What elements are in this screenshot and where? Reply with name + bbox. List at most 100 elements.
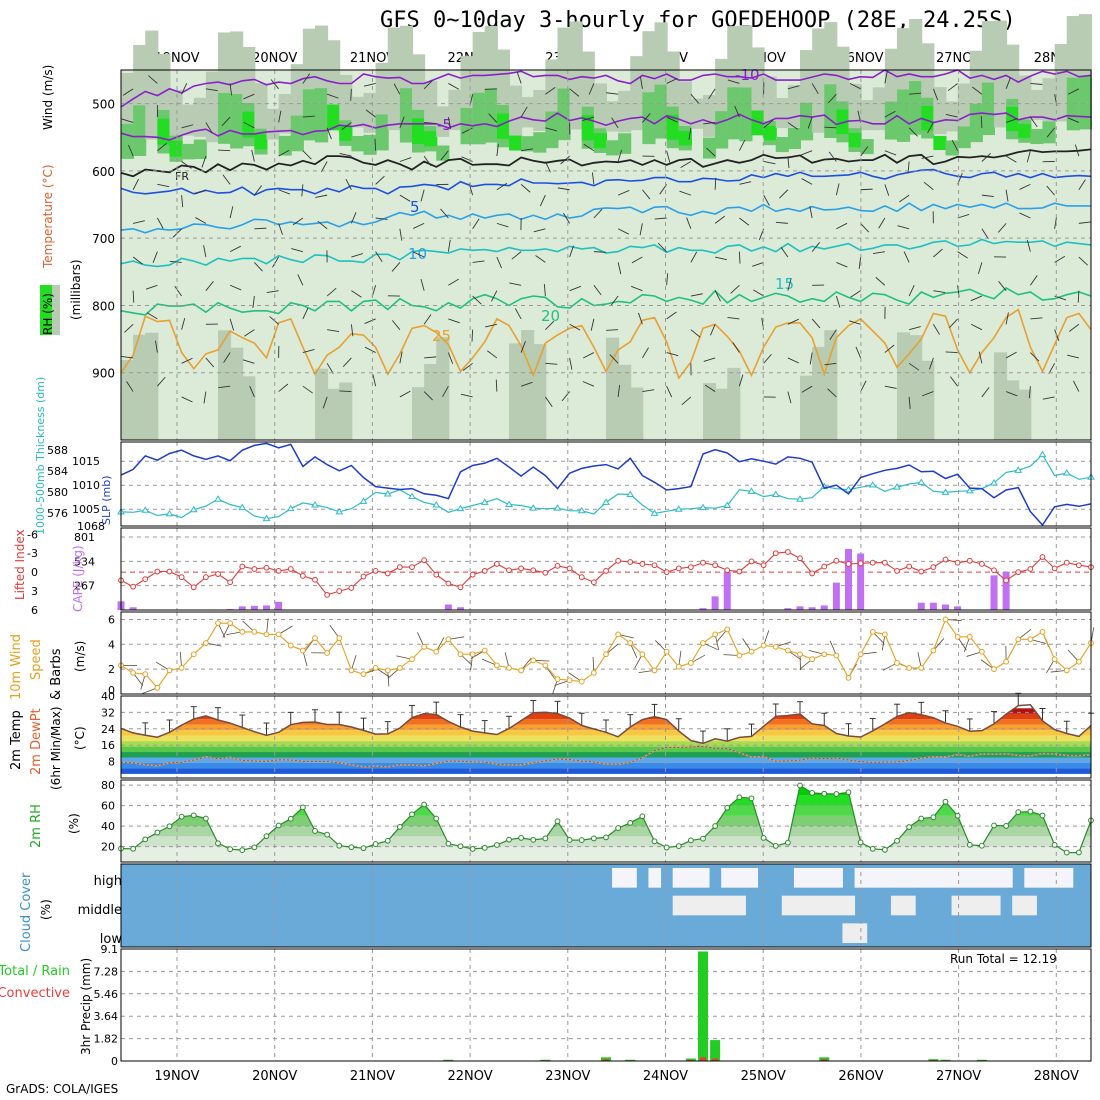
cloud-cell-high xyxy=(830,868,843,888)
rh2m-point xyxy=(457,843,464,850)
wind-axis-label: Wind (m/s) xyxy=(41,65,55,130)
lifted-index-point xyxy=(542,569,549,576)
cloud-cell-high xyxy=(1024,868,1037,888)
wind-barb xyxy=(350,88,352,101)
wind10-axis-label: & Barbs xyxy=(49,648,64,700)
thickness-point xyxy=(699,503,707,511)
wind-barb xyxy=(152,251,158,264)
wind-barb xyxy=(860,146,869,157)
slp-line xyxy=(120,442,1092,527)
wind-barb xyxy=(980,115,983,128)
lifted-index-point xyxy=(202,574,209,581)
wind-barb xyxy=(341,122,352,131)
rh-patch xyxy=(533,89,547,131)
wind10-speed-point xyxy=(603,651,609,658)
rh2m-point xyxy=(299,804,306,811)
wind-barb xyxy=(970,295,983,302)
cape-bar xyxy=(275,601,283,610)
wind-barb xyxy=(413,251,425,258)
wind10-speed-point xyxy=(178,665,185,671)
thickness-point xyxy=(893,483,901,490)
rh-patch xyxy=(254,83,268,135)
wind-barb xyxy=(420,278,425,291)
rh-patch xyxy=(787,127,801,149)
wind-barb xyxy=(927,122,934,134)
lifted-index-point xyxy=(869,559,876,566)
rh2m-point xyxy=(433,815,440,822)
cape-bar xyxy=(129,607,137,610)
wind10-speed-point xyxy=(518,667,525,674)
wind10-speed-point xyxy=(130,669,137,676)
rh2m-point xyxy=(530,836,537,843)
cape-bar xyxy=(917,602,925,610)
wind-barb xyxy=(569,323,581,331)
rh-patch xyxy=(1018,124,1032,139)
precip-total-bar xyxy=(698,951,708,1061)
date-label-bottom: 21NOV xyxy=(350,1069,395,1084)
cloud-cell-middle xyxy=(793,895,807,916)
lifted-index-point xyxy=(833,557,840,564)
cloud-cell-high xyxy=(927,868,940,888)
thickness-point xyxy=(1038,450,1047,458)
wind-barb xyxy=(447,352,454,364)
wind-barb xyxy=(1030,83,1043,85)
wind-barb xyxy=(1005,351,1017,359)
wind-barb xyxy=(1026,239,1031,252)
wind-barb xyxy=(317,220,328,230)
cape-bar xyxy=(929,602,937,610)
cloud-cell-middle xyxy=(696,895,710,916)
wind10-speed-point xyxy=(881,631,888,638)
cloud-cell-high xyxy=(733,868,746,888)
wind10-speed-point xyxy=(263,631,270,638)
rh-patch xyxy=(521,330,535,440)
precip-convective-bar xyxy=(700,1057,706,1061)
thickness-point xyxy=(383,490,392,497)
wind-barb xyxy=(424,356,437,359)
rh-patch xyxy=(230,347,244,440)
wind-barb xyxy=(1077,290,1080,303)
lifted-index-point xyxy=(372,567,379,574)
wind-barb xyxy=(827,388,837,398)
cloud-cell-high xyxy=(818,868,831,888)
lifted-index-point xyxy=(724,567,731,574)
wind-barb xyxy=(857,110,862,123)
wind-barb xyxy=(878,217,886,229)
wind-barb xyxy=(484,88,497,90)
lifted-index-point xyxy=(299,573,306,579)
wind-barb xyxy=(254,227,267,230)
wind-barb xyxy=(320,161,328,173)
rh-patch xyxy=(593,133,607,149)
wind10-speed-point xyxy=(336,635,343,641)
precip-convective-bar xyxy=(712,1058,719,1061)
cape-bar xyxy=(942,604,949,610)
wind-barb xyxy=(690,329,701,338)
wind-barb xyxy=(351,253,363,258)
wind-barb xyxy=(487,350,498,359)
wind-barb xyxy=(732,342,740,353)
wind-barb xyxy=(205,281,214,291)
lifted-index-axis-label: Lifted Index xyxy=(13,529,27,600)
wind10-tick-label: 4 xyxy=(108,638,115,651)
thickness-point xyxy=(868,481,877,488)
rh2m-point xyxy=(275,822,282,829)
cloud-cell-high xyxy=(793,868,807,888)
rh2m-point xyxy=(724,804,731,811)
wind-barb xyxy=(787,357,799,364)
wind-barb xyxy=(611,117,619,129)
wind-barb xyxy=(666,311,677,320)
dewpt2m-axis-label: 2m DewPt xyxy=(29,708,44,775)
wind-barb xyxy=(423,155,432,167)
rh-patch xyxy=(787,85,801,128)
wind-barb xyxy=(569,88,580,97)
temp-color-band xyxy=(121,762,1091,769)
wind10-speed-point xyxy=(506,665,512,671)
wind-barb xyxy=(423,391,433,401)
wind-barb xyxy=(801,385,813,393)
wind-barb xyxy=(1069,323,1080,332)
cloud-cell-middle xyxy=(830,895,843,916)
rh2m-point xyxy=(251,844,258,851)
wind-barb xyxy=(203,391,207,404)
wind-barb xyxy=(690,93,700,104)
li-tick-label: 6 xyxy=(31,604,38,617)
